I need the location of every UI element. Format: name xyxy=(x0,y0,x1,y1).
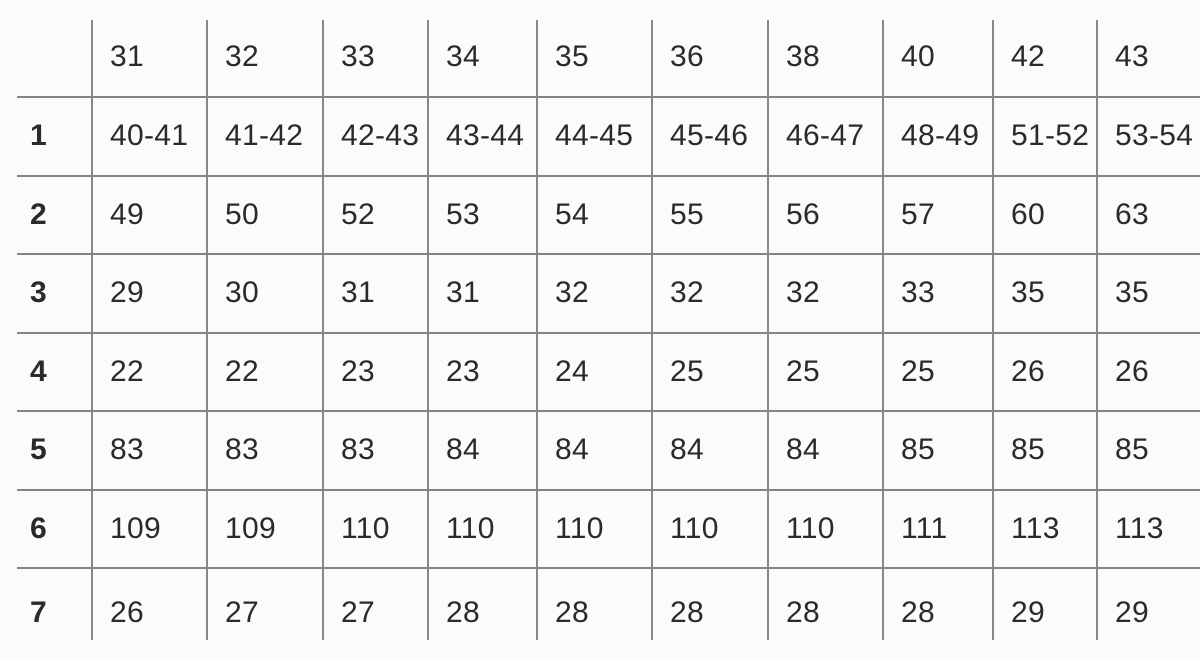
data-cell: 60 xyxy=(1011,197,1045,231)
data-cell: 63 xyxy=(1115,197,1149,231)
row-label-cell: 4 xyxy=(30,354,47,388)
data-cell: 29 xyxy=(1011,596,1045,629)
data-cell: 25 xyxy=(670,354,704,388)
data-cell: 23 xyxy=(341,354,375,388)
data-cell: 45-46 xyxy=(670,119,749,153)
data-cell: 54 xyxy=(555,197,589,231)
data-cell: 32 xyxy=(670,276,704,310)
data-cell: 55 xyxy=(670,197,704,231)
data-cell: 28 xyxy=(446,596,480,629)
data-cell: 26 xyxy=(1011,354,1045,388)
data-cell: 110 xyxy=(555,511,604,545)
data-cell: 52 xyxy=(341,197,375,231)
data-cell: 41-42 xyxy=(225,119,304,153)
data-cell: 111 xyxy=(901,511,948,545)
column-header-cell: 33 xyxy=(341,39,375,73)
data-cell: 49 xyxy=(110,197,144,231)
data-cell: 32 xyxy=(786,276,820,310)
column-header-cell: 38 xyxy=(786,39,820,73)
data-cell: 51-52 xyxy=(1011,119,1090,153)
data-cell: 110 xyxy=(670,511,719,545)
data-cell: 46-47 xyxy=(786,119,865,153)
data-cell: 85 xyxy=(1115,433,1149,467)
column-header-cell: 40 xyxy=(901,39,935,73)
data-cell: 35 xyxy=(1115,276,1149,310)
data-cell: 84 xyxy=(555,433,589,467)
data-cell: 29 xyxy=(1115,596,1149,629)
data-cell: 22 xyxy=(110,354,144,388)
data-cell: 28 xyxy=(555,596,589,629)
row-label-cell: 7 xyxy=(30,596,47,629)
data-cell: 84 xyxy=(786,433,820,467)
data-cell: 113 xyxy=(1011,511,1060,545)
data-cell: 113 xyxy=(1115,511,1164,545)
row-label-cell: 6 xyxy=(30,511,47,545)
data-cell: 27 xyxy=(225,596,259,629)
column-header-cell: 43 xyxy=(1115,39,1149,73)
row-label-cell: 1 xyxy=(30,119,47,153)
data-cell: 33 xyxy=(901,276,935,310)
data-cell: 44-45 xyxy=(555,119,634,153)
data-cell: 57 xyxy=(901,197,935,231)
data-cell: 23 xyxy=(446,354,480,388)
data-cell: 83 xyxy=(341,433,375,467)
data-cell: 25 xyxy=(901,354,935,388)
column-header-cell: 35 xyxy=(555,39,589,73)
data-cell: 30 xyxy=(225,276,259,310)
column-header-cell: 36 xyxy=(670,39,704,73)
data-cell: 109 xyxy=(225,511,276,545)
data-cell: 32 xyxy=(555,276,589,310)
data-cell: 53 xyxy=(446,197,480,231)
data-cell: 40-41 xyxy=(110,119,189,153)
data-cell: 85 xyxy=(1011,433,1045,467)
data-cell: 43-44 xyxy=(446,119,525,153)
data-cell: 109 xyxy=(110,511,161,545)
data-cell: 84 xyxy=(670,433,704,467)
data-cell: 31 xyxy=(446,276,480,310)
data-cell: 24 xyxy=(555,354,589,388)
data-cell: 35 xyxy=(1011,276,1045,310)
data-cell: 26 xyxy=(1115,354,1149,388)
column-header-cell: 31 xyxy=(110,39,144,73)
data-cell: 29 xyxy=(110,276,144,310)
data-cell: 48-49 xyxy=(901,119,980,153)
data-cell: 85 xyxy=(901,433,935,467)
data-cell: 83 xyxy=(225,433,259,467)
data-cell: 26 xyxy=(110,596,144,629)
row-label-cell: 5 xyxy=(30,433,47,467)
data-cell: 31 xyxy=(341,276,375,310)
data-cell: 53-54 xyxy=(1115,119,1194,153)
data-cell: 83 xyxy=(110,433,144,467)
corner-cell xyxy=(0,0,92,97)
column-header-cell: 42 xyxy=(1011,39,1045,73)
data-cell: 110 xyxy=(786,511,835,545)
data-cell: 56 xyxy=(786,197,820,231)
row-label-cell: 2 xyxy=(30,197,47,231)
data-cell: 28 xyxy=(901,596,935,629)
column-header-cell: 32 xyxy=(225,39,259,73)
data-cell: 42-43 xyxy=(341,119,420,153)
data-cell: 84 xyxy=(446,433,480,467)
data-cell: 22 xyxy=(225,354,259,388)
data-cell: 110 xyxy=(341,511,390,545)
row-label-cell: 3 xyxy=(30,276,47,310)
data-cell: 110 xyxy=(446,511,495,545)
column-header-cell: 34 xyxy=(446,39,480,73)
data-cell: 28 xyxy=(786,596,820,629)
data-cell: 50 xyxy=(225,197,259,231)
data-cell: 27 xyxy=(341,596,375,629)
data-cell: 25 xyxy=(786,354,820,388)
data-cell: 28 xyxy=(670,596,704,629)
